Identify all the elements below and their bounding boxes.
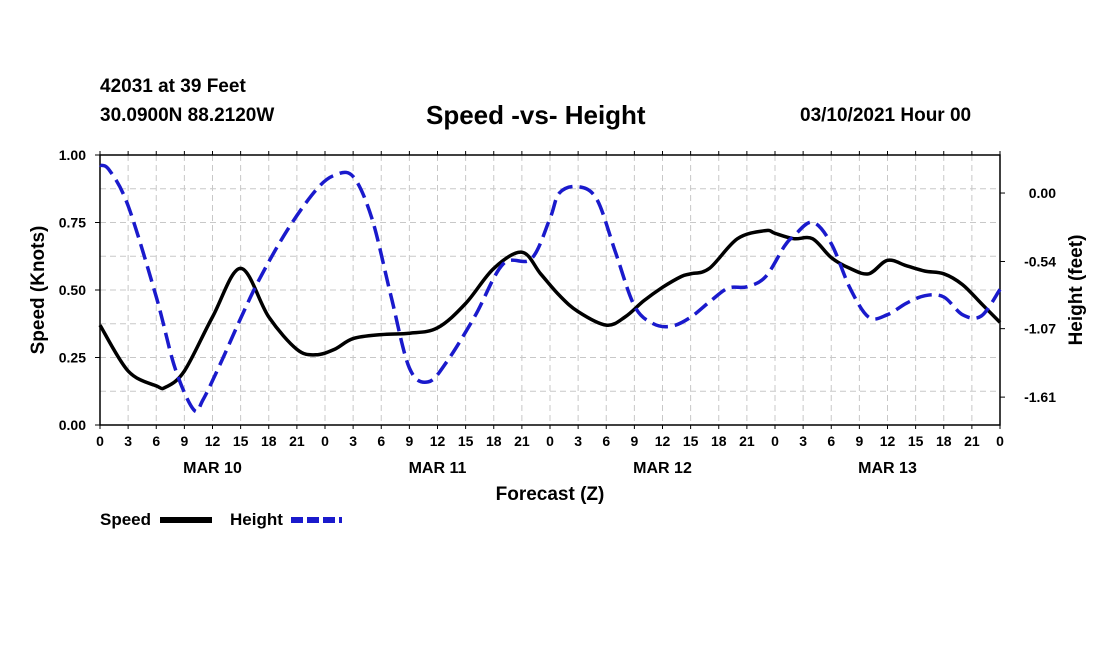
x-tick-label: 15 (908, 433, 924, 449)
x-tick-label: 3 (124, 433, 132, 449)
x-tick-label: 12 (430, 433, 446, 449)
x-tick-label: 9 (405, 433, 413, 449)
x-tick-label: 9 (180, 433, 188, 449)
y-tick-label: 0.25 (59, 350, 86, 366)
chart-title: Speed -vs- Height (426, 100, 646, 130)
legend-speed-label: Speed (100, 510, 151, 529)
y2-tick-label: 0.00 (1029, 185, 1056, 201)
x-tick-label: 6 (377, 433, 385, 449)
legend-height-label: Height (230, 510, 283, 529)
y-axis-label: Speed (Knots) (28, 226, 49, 355)
x-tick-label: 0 (771, 433, 779, 449)
x-tick-label: 12 (880, 433, 896, 449)
date-label: MAR 13 (858, 460, 917, 477)
forecast-datetime: 03/10/2021 Hour 00 (800, 105, 972, 126)
y2-tick-label: -1.61 (1024, 389, 1056, 405)
y2-tick-label: -1.07 (1024, 321, 1056, 337)
x-tick-label: 12 (655, 433, 671, 449)
date-label: MAR 11 (409, 460, 467, 477)
x-tick-label: 0 (546, 433, 554, 449)
x-tick-label: 9 (855, 433, 863, 449)
x-tick-label: 21 (964, 433, 980, 449)
x-tick-label: 18 (936, 433, 952, 449)
y2-tick-label: -0.54 (1024, 253, 1056, 269)
x-tick-label: 21 (739, 433, 755, 449)
x-tick-label: 6 (602, 433, 610, 449)
x-tick-label: 6 (152, 433, 160, 449)
x-tick-label: 15 (233, 433, 249, 449)
y-tick-label: 0.50 (59, 282, 86, 298)
y-tick-label: 1.00 (59, 147, 86, 163)
x-tick-label: 6 (827, 433, 835, 449)
x-tick-label: 12 (205, 433, 221, 449)
height-series-line (99, 163, 1002, 414)
x-tick-label: 18 (261, 433, 277, 449)
x-tick-label: 3 (799, 433, 807, 449)
x-tick-label: 15 (458, 433, 474, 449)
x-tick-label: 0 (321, 433, 329, 449)
x-axis-label: Forecast (Z) (496, 484, 605, 505)
x-tick-label: 3 (574, 433, 582, 449)
x-tick-label: 21 (289, 433, 305, 449)
x-tick-label: 21 (514, 433, 530, 449)
station-label: 42031 at 39 Feet (100, 76, 246, 97)
x-tick-label: 0 (96, 433, 104, 449)
coordinates-label: 30.0900N 88.2120W (100, 105, 275, 126)
y-tick-label: 0.75 (59, 215, 86, 231)
speed-series-line (98, 228, 1002, 391)
date-label: MAR 10 (183, 460, 242, 477)
x-tick-label: 3 (349, 433, 357, 449)
x-tick-label: 9 (630, 433, 638, 449)
x-tick-label: 0 (996, 433, 1004, 449)
x-tick-label: 18 (486, 433, 502, 449)
y2-axis-label: Height (feet) (1066, 235, 1087, 346)
date-label: MAR 12 (633, 460, 692, 477)
x-tick-label: 18 (711, 433, 727, 449)
x-tick-label: 15 (683, 433, 699, 449)
y-tick-label: 0.00 (59, 417, 86, 433)
